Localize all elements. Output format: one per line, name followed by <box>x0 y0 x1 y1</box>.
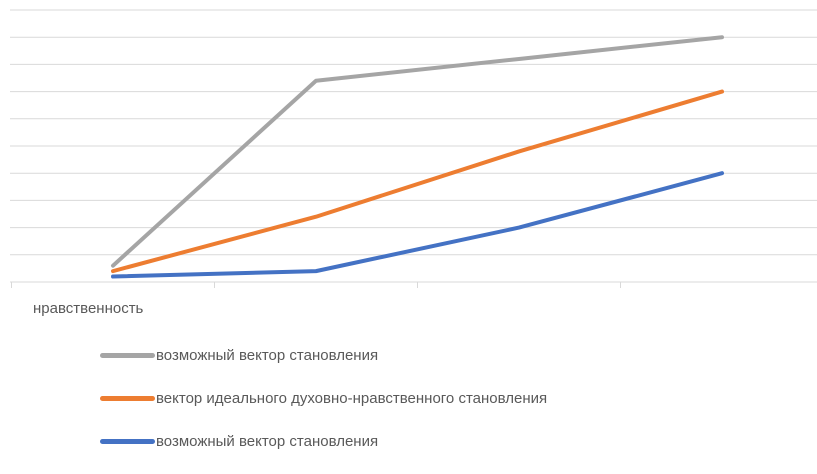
series-line-gray <box>113 37 722 265</box>
line-chart <box>0 0 817 300</box>
gridlines <box>10 10 817 282</box>
legend-swatch-blue <box>100 439 155 444</box>
legend-swatch-gray <box>100 353 155 358</box>
legend-item-1: возможный вектор становления <box>100 345 800 365</box>
series-line-blue <box>113 173 722 276</box>
series-lines <box>113 37 722 276</box>
legend-label-3: возможный вектор становления <box>155 433 378 450</box>
legend-swatch-orange <box>100 396 155 401</box>
category-label-1: нравственность <box>33 300 143 317</box>
legend: возможный вектор становления вектор идеа… <box>100 345 800 474</box>
x-axis <box>12 282 817 288</box>
legend-item-3: возможный вектор становления <box>100 431 800 451</box>
legend-item-2: вектор идеального духовно-нравственного … <box>100 388 800 408</box>
legend-label-2: вектор идеального духовно-нравственного … <box>155 390 547 407</box>
legend-label-1: возможный вектор становления <box>155 347 378 364</box>
